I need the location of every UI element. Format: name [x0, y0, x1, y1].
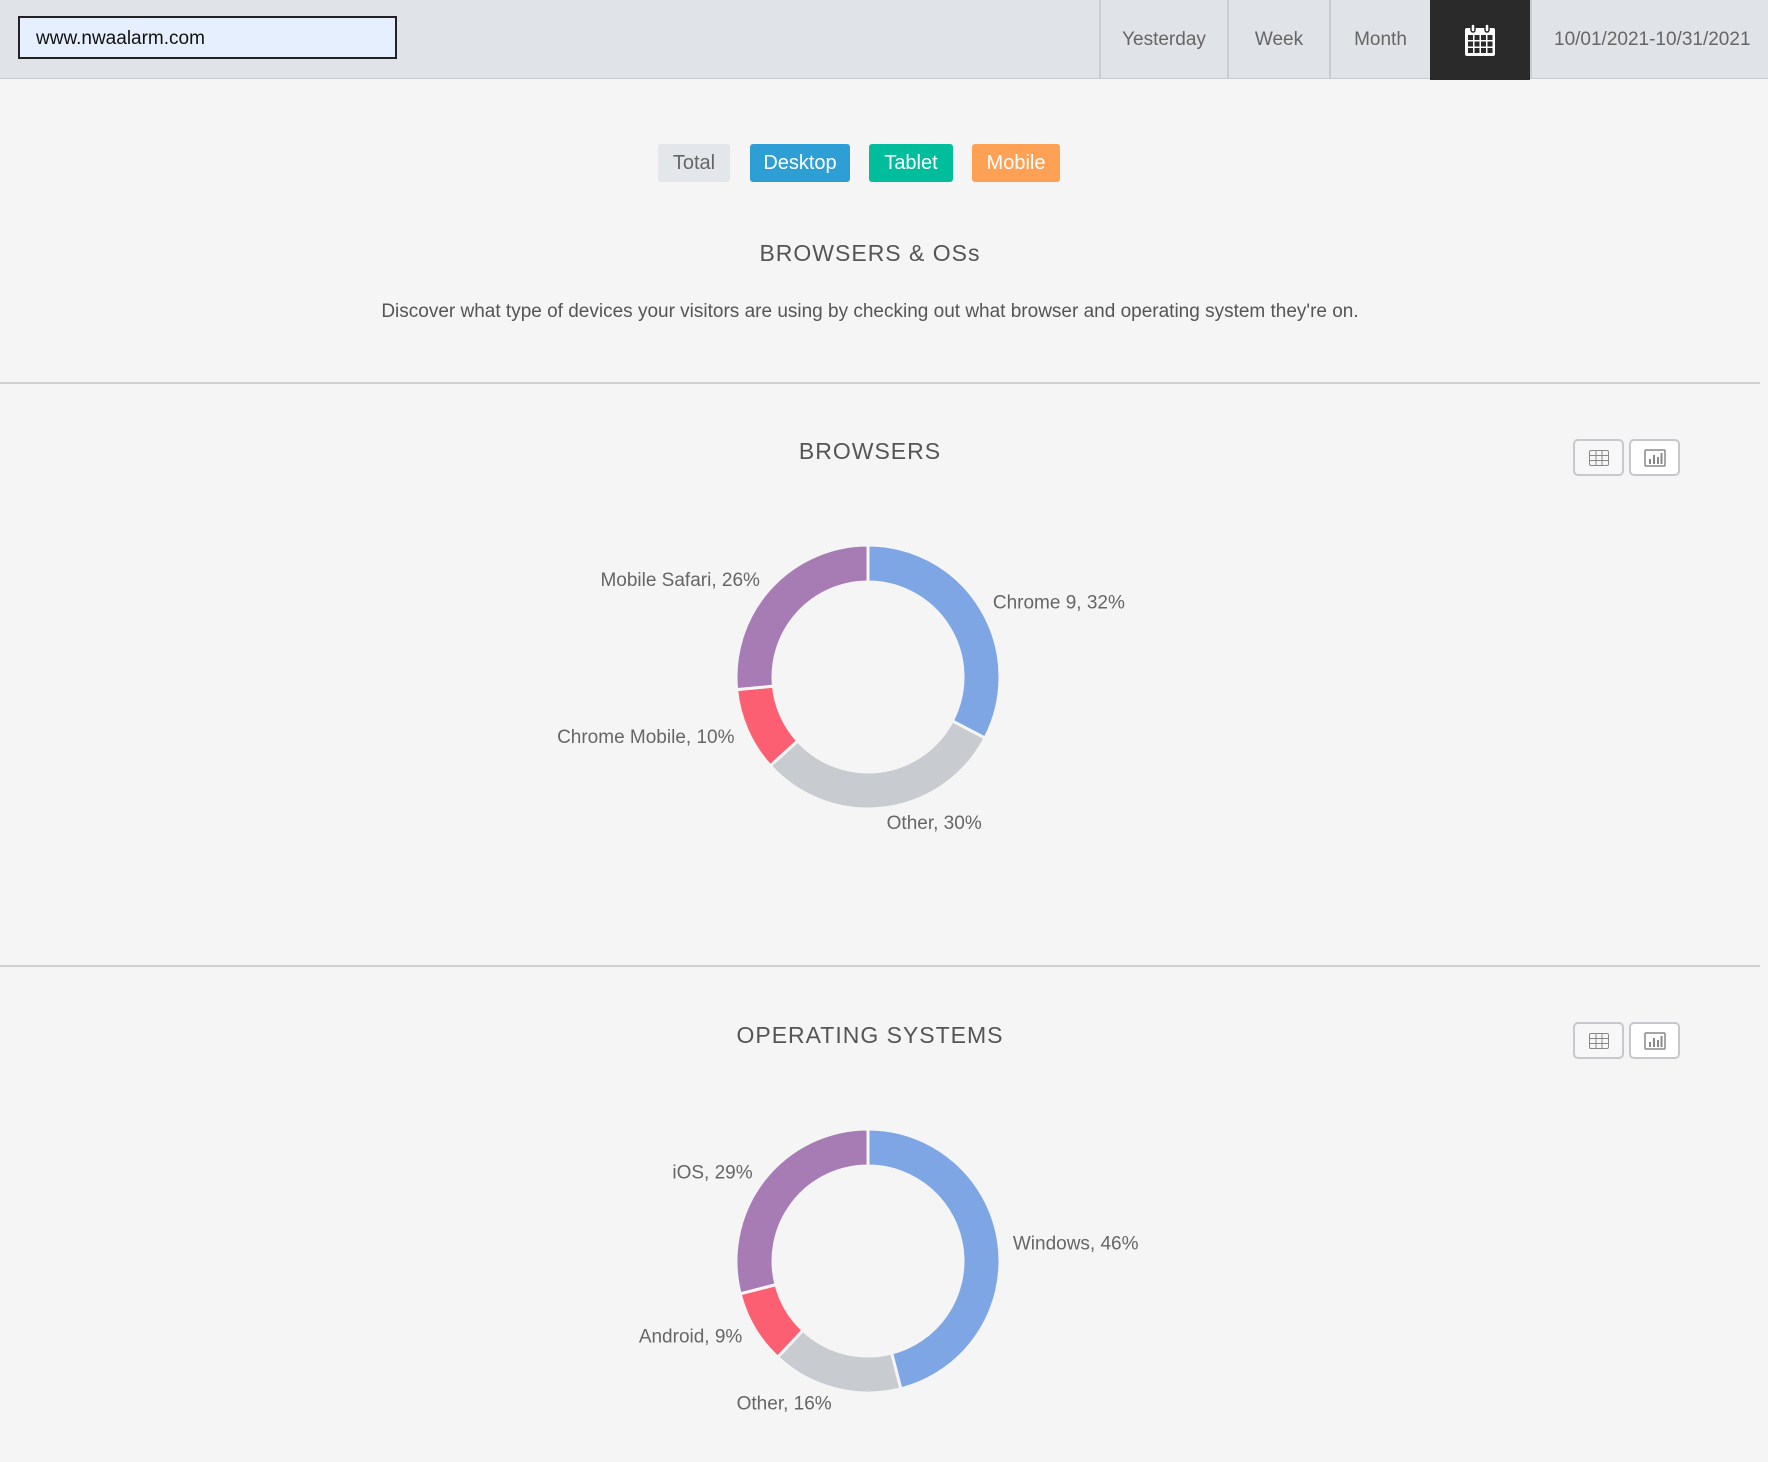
filter-total[interactable]: Total	[658, 144, 730, 182]
range-month-button[interactable]: Month	[1329, 0, 1430, 79]
divider	[0, 382, 1760, 384]
table-icon	[1588, 449, 1609, 466]
os-table-view-button[interactable]	[1573, 1022, 1624, 1059]
filter-mobile[interactable]: Mobile	[972, 144, 1060, 182]
table-icon	[1588, 1032, 1609, 1049]
bar-chart-icon	[1643, 1031, 1666, 1050]
slice-label: Other, 30%	[887, 813, 982, 834]
filter-tablet[interactable]: Tablet	[869, 144, 953, 182]
donut-slice-chrome-9[interactable]	[866, 543, 1002, 741]
top-bar: www.nwaalarm.com Yesterday Week Month 10…	[0, 0, 1768, 80]
slice-label: Mobile Safari, 26%	[600, 570, 760, 591]
divider	[0, 965, 1760, 967]
browsers-table-view-button[interactable]	[1573, 439, 1624, 476]
slice-label: Chrome Mobile, 10%	[557, 727, 735, 748]
calendar-icon	[1465, 23, 1495, 56]
os-chart-view-button[interactable]	[1629, 1022, 1680, 1059]
page-title: BROWSERS & OSs	[759, 240, 981, 266]
page-description: Discover what type of devices your visit…	[381, 301, 1359, 322]
bar-chart-icon	[1643, 448, 1666, 467]
site-url-field[interactable]: www.nwaalarm.com	[18, 16, 397, 59]
range-week-button[interactable]: Week	[1227, 0, 1329, 79]
os-title: OPERATING SYSTEMS	[736, 1022, 1004, 1048]
range-yesterday-button[interactable]: Yesterday	[1099, 0, 1227, 79]
slice-label: Chrome 9, 32%	[993, 592, 1125, 613]
filter-desktop[interactable]: Desktop	[750, 144, 850, 182]
donut-slice-mobile-safari[interactable]	[734, 543, 870, 692]
browsers-title: BROWSERS	[798, 438, 942, 464]
date-range-display[interactable]: 10/01/2021-10/31/2021	[1530, 0, 1768, 79]
calendar-button[interactable]	[1430, 0, 1530, 80]
donut-slice-other[interactable]	[768, 718, 988, 811]
browsers-chart-view-button[interactable]	[1629, 439, 1680, 476]
